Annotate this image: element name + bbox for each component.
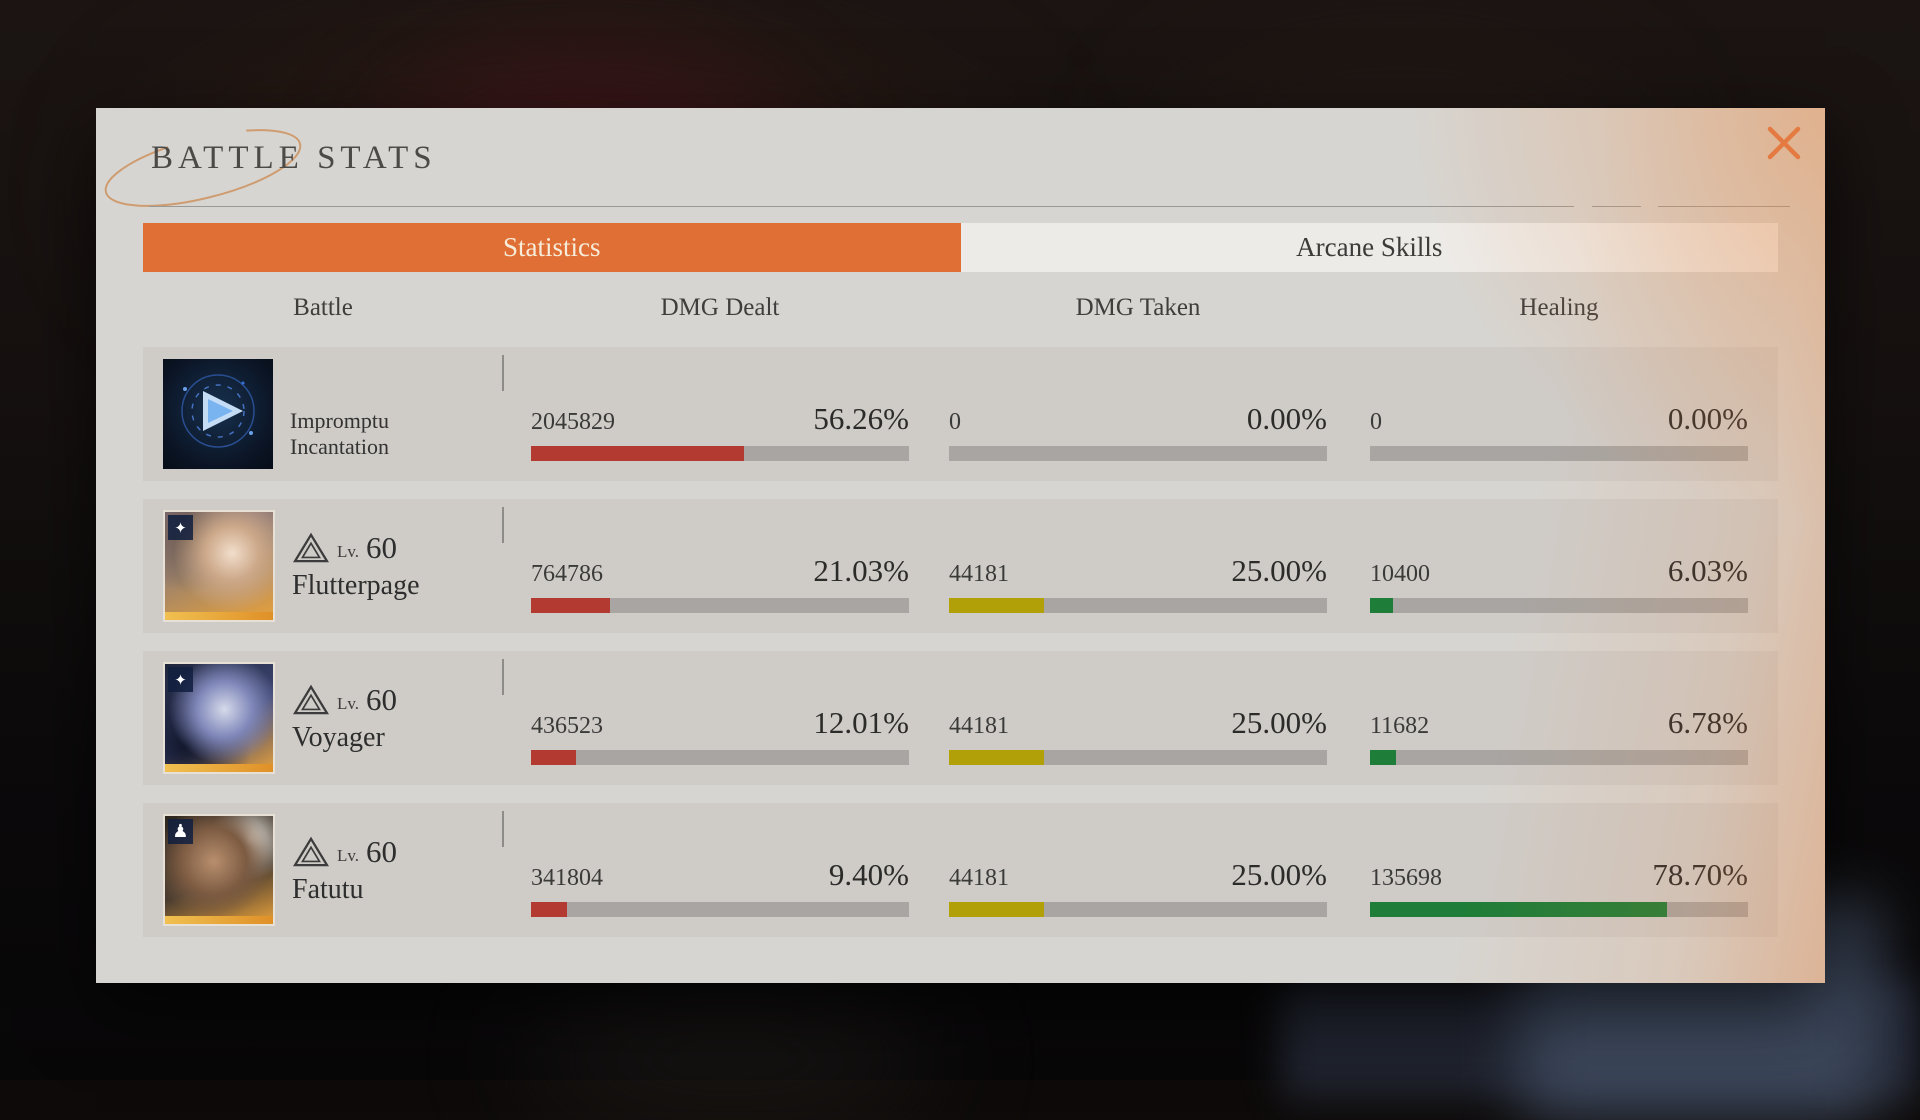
tab-arcane-skills[interactable]: Arcane Skills — [961, 223, 1779, 272]
healing-percent: 0.00% — [1668, 401, 1748, 437]
dmg-taken-value: 44181 — [949, 561, 1009, 588]
dmg-dealt-percent: 12.01% — [813, 705, 909, 741]
dmg-taken-value: 44181 — [949, 713, 1009, 740]
dmg-dealt-percent: 9.40% — [829, 857, 909, 893]
impromptu-incantation-skill-icon — [163, 359, 273, 469]
row-divider-tick — [502, 507, 504, 543]
healing-stat: 135698 78.70% — [1370, 857, 1748, 917]
entity-cell: ✦ Lv. 60 Voyager — [163, 651, 498, 785]
column-header-dmg-dealt: DMG Dealt — [531, 288, 909, 328]
skill-icon-art — [163, 359, 273, 469]
healing-bar — [1370, 902, 1748, 917]
character-name: Fatutu — [292, 874, 397, 906]
panel-title: BATTLE STATS — [151, 140, 437, 177]
rank-insignia-icon — [292, 836, 330, 868]
healing-value: 10400 — [1370, 561, 1430, 588]
entity-cell: ♟ Lv. 60 Fatutu — [163, 803, 498, 937]
stat-row-impromptu-incantation: Impromptu Incantation 2045829 56.26% 0 0… — [143, 347, 1778, 481]
healing-stat: 0 0.00% — [1370, 401, 1748, 461]
fatutu-portrait: ♟ — [163, 814, 275, 926]
healing-stat: 11682 6.78% — [1370, 705, 1748, 765]
tab-bar: Statistics Arcane Skills — [143, 223, 1778, 272]
healing-bar — [1370, 750, 1748, 765]
dmg-dealt-stat: 341804 9.40% — [531, 857, 909, 917]
column-headers: Battle DMG Dealt DMG Taken Healing — [143, 288, 1778, 328]
dmg-dealt-bar — [531, 446, 909, 461]
stat-row-flutterpage: ✦ Lv. 60 Flutterpage — [143, 499, 1778, 633]
rank-insignia-icon — [292, 532, 330, 564]
healing-value: 11682 — [1370, 713, 1429, 740]
header-divider-segment — [1592, 206, 1641, 207]
voyager-portrait: ✦ — [163, 662, 275, 774]
dmg-dealt-value: 436523 — [531, 713, 603, 740]
row-divider-tick — [502, 355, 504, 391]
star-badge-icon: ✦ — [168, 667, 193, 692]
stats-rows: Impromptu Incantation 2045829 56.26% 0 0… — [143, 347, 1778, 937]
dmg-dealt-bar — [531, 902, 909, 917]
dmg-dealt-bar — [531, 750, 909, 765]
column-header-battle: Battle — [143, 288, 503, 328]
level-label: Lv. — [337, 542, 359, 562]
support-badge-icon: ♟ — [168, 819, 193, 844]
skill-name: Impromptu Incantation — [290, 408, 440, 460]
dmg-taken-stat: 44181 25.00% — [949, 553, 1327, 613]
rank-insignia-icon — [292, 684, 330, 716]
dmg-taken-value: 44181 — [949, 865, 1009, 892]
dmg-dealt-stat: 2045829 56.26% — [531, 401, 909, 461]
character-name: Voyager — [292, 722, 397, 754]
healing-value: 0 — [1370, 409, 1382, 436]
dmg-dealt-value: 2045829 — [531, 409, 615, 436]
dmg-dealt-stat: 436523 12.01% — [531, 705, 909, 765]
dmg-taken-stat: 0 0.00% — [949, 401, 1327, 461]
dmg-taken-percent: 25.00% — [1231, 705, 1327, 741]
column-header-dmg-taken: DMG Taken — [949, 288, 1327, 328]
dmg-dealt-bar — [531, 598, 909, 613]
dmg-taken-percent: 25.00% — [1231, 857, 1327, 893]
dmg-dealt-stat: 764786 21.03% — [531, 553, 909, 613]
row-divider-tick — [502, 811, 504, 847]
level-value: 60 — [366, 530, 397, 566]
column-header-healing: Healing — [1370, 288, 1748, 328]
background-blur-shape — [520, 1000, 940, 1120]
dmg-taken-bar — [949, 446, 1327, 461]
star-badge-icon: ✦ — [168, 515, 193, 540]
level-value: 60 — [366, 834, 397, 870]
dmg-taken-stat: 44181 25.00% — [949, 705, 1327, 765]
dmg-taken-value: 0 — [949, 409, 961, 436]
header-divider-segment — [1658, 206, 1790, 207]
dmg-taken-bar — [949, 750, 1327, 765]
header-divider — [149, 206, 1574, 207]
close-icon — [1764, 123, 1804, 163]
level-label: Lv. — [337, 846, 359, 866]
tab-statistics[interactable]: Statistics — [143, 223, 961, 272]
healing-value: 135698 — [1370, 865, 1442, 892]
dmg-taken-stat: 44181 25.00% — [949, 857, 1327, 917]
dmg-taken-percent: 0.00% — [1247, 401, 1327, 437]
healing-percent: 6.03% — [1668, 553, 1748, 589]
close-button[interactable] — [1757, 116, 1811, 170]
level-value: 60 — [366, 682, 397, 718]
healing-stat: 10400 6.03% — [1370, 553, 1748, 613]
dmg-dealt-value: 764786 — [531, 561, 603, 588]
healing-bar — [1370, 598, 1748, 613]
healing-percent: 78.70% — [1652, 857, 1748, 893]
entity-cell: ✦ Lv. 60 Flutterpage — [163, 499, 498, 633]
dmg-taken-percent: 25.00% — [1231, 553, 1327, 589]
dmg-taken-bar — [949, 902, 1327, 917]
entity-cell: Impromptu Incantation — [163, 347, 498, 481]
row-divider-tick — [502, 659, 504, 695]
level-label: Lv. — [337, 694, 359, 714]
dmg-dealt-percent: 21.03% — [813, 553, 909, 589]
healing-percent: 6.78% — [1668, 705, 1748, 741]
character-name: Flutterpage — [292, 570, 420, 602]
stat-row-voyager: ✦ Lv. 60 Voyager 4365 — [143, 651, 1778, 785]
dmg-dealt-percent: 56.26% — [813, 401, 909, 437]
flutterpage-portrait: ✦ — [163, 510, 275, 622]
stat-row-fatutu: ♟ Lv. 60 Fatutu 34180 — [143, 803, 1778, 937]
dmg-dealt-value: 341804 — [531, 865, 603, 892]
dmg-taken-bar — [949, 598, 1327, 613]
healing-bar — [1370, 446, 1748, 461]
battle-stats-panel: BATTLE STATS Statistics Arcane Skills Ba… — [96, 108, 1825, 983]
